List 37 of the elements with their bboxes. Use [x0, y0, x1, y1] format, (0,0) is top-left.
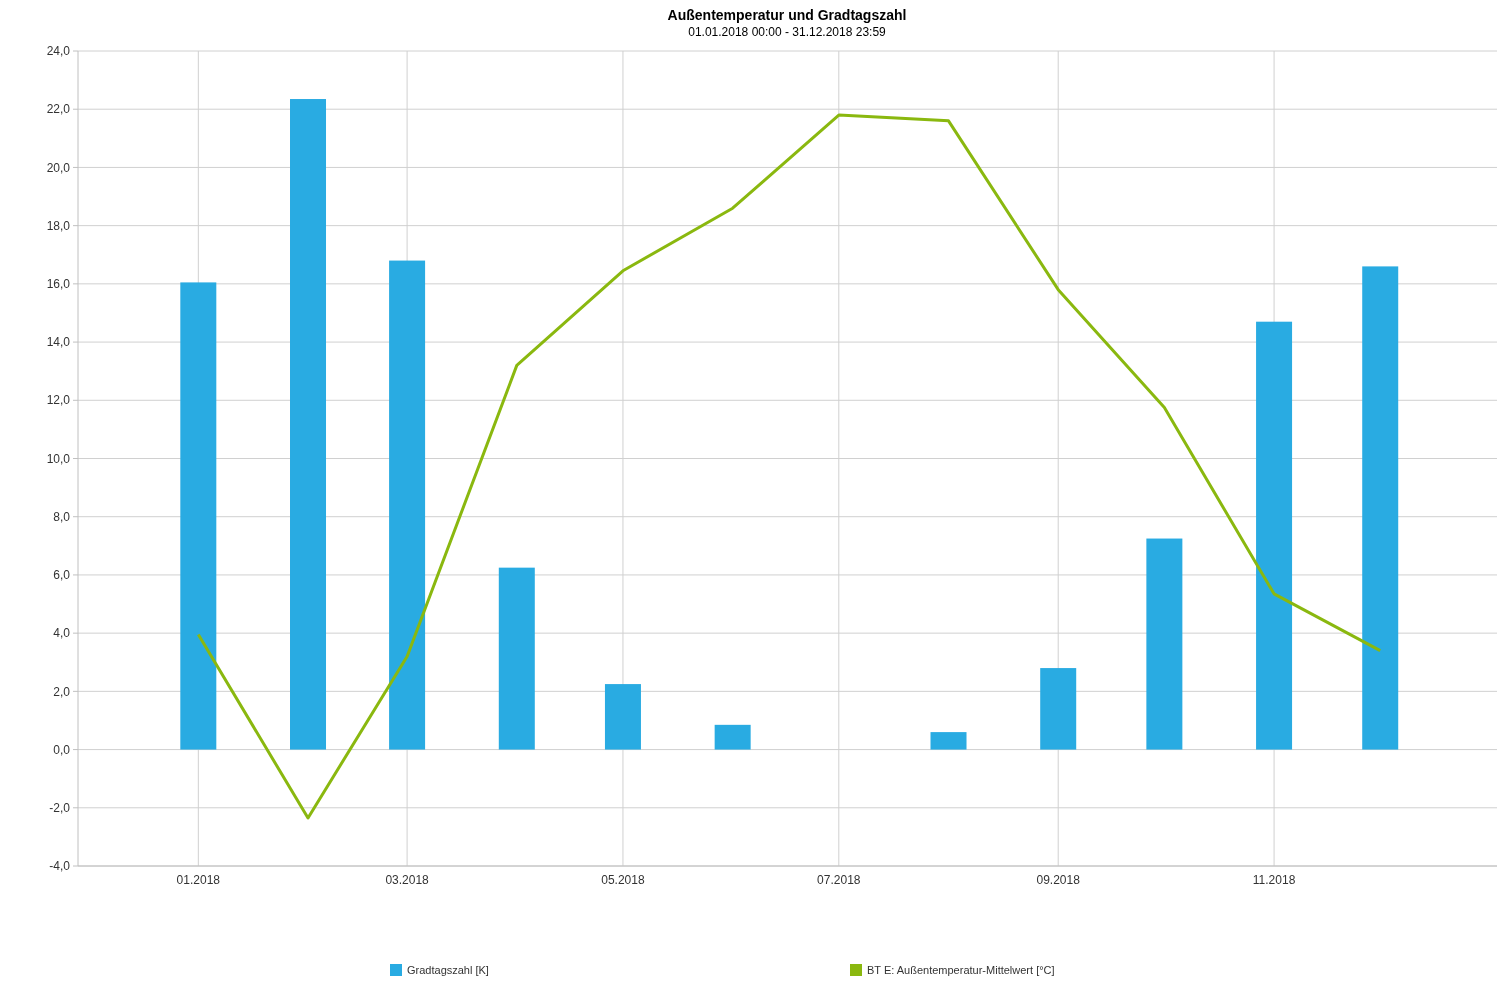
y-tick-label: 0,0	[53, 742, 71, 757]
y-tick-label: 20,0	[46, 160, 71, 175]
y-tick-label: 14,0	[46, 335, 71, 350]
y-tick-label: 6,0	[53, 568, 71, 583]
y-tick-label: 12,0	[46, 393, 71, 408]
bar	[180, 282, 217, 750]
bar	[1146, 538, 1183, 750]
x-tick-label: 07.2018	[817, 873, 861, 887]
y-tick-label: 22,0	[46, 102, 71, 117]
chart-title: Außentemperatur und Gradtagszahl	[667, 7, 907, 23]
x-tick-label: 09.2018	[1036, 873, 1081, 887]
bar	[714, 724, 751, 750]
x-tick-label: 01.2018	[176, 873, 221, 887]
bar	[1040, 668, 1077, 750]
bar	[1362, 266, 1399, 750]
bar	[290, 99, 327, 750]
y-tick-label: 4,0	[53, 626, 71, 641]
y-tick-label: 8,0	[53, 509, 71, 524]
y-tick-label: -4,0	[49, 859, 71, 874]
line-series	[196, 113, 1382, 820]
bar	[604, 684, 641, 750]
chart-subtitle: 01.01.2018 00:00 - 31.12.2018 23:59	[688, 25, 887, 39]
x-tick-label: 03.2018	[385, 873, 430, 887]
bar	[389, 260, 426, 750]
y-tick-label: -2,0	[49, 800, 71, 815]
x-tick-label: 05.2018	[601, 873, 645, 887]
legend-label: Gradtagszahl [K]	[407, 963, 489, 976]
y-tick-label: 2,0	[53, 684, 71, 699]
y-tick-label: 18,0	[46, 218, 71, 233]
bar	[498, 567, 535, 750]
bar	[930, 732, 967, 750]
y-tick-label: 10,0	[46, 451, 71, 466]
x-tick-label: 11.2018	[1252, 873, 1296, 887]
y-tick-label: 24,0	[46, 44, 71, 59]
y-tick-label: 16,0	[46, 277, 71, 292]
bar	[1256, 321, 1293, 750]
legend-label: BT E: Außentemperatur-Mittelwert [°C]	[867, 963, 1055, 976]
